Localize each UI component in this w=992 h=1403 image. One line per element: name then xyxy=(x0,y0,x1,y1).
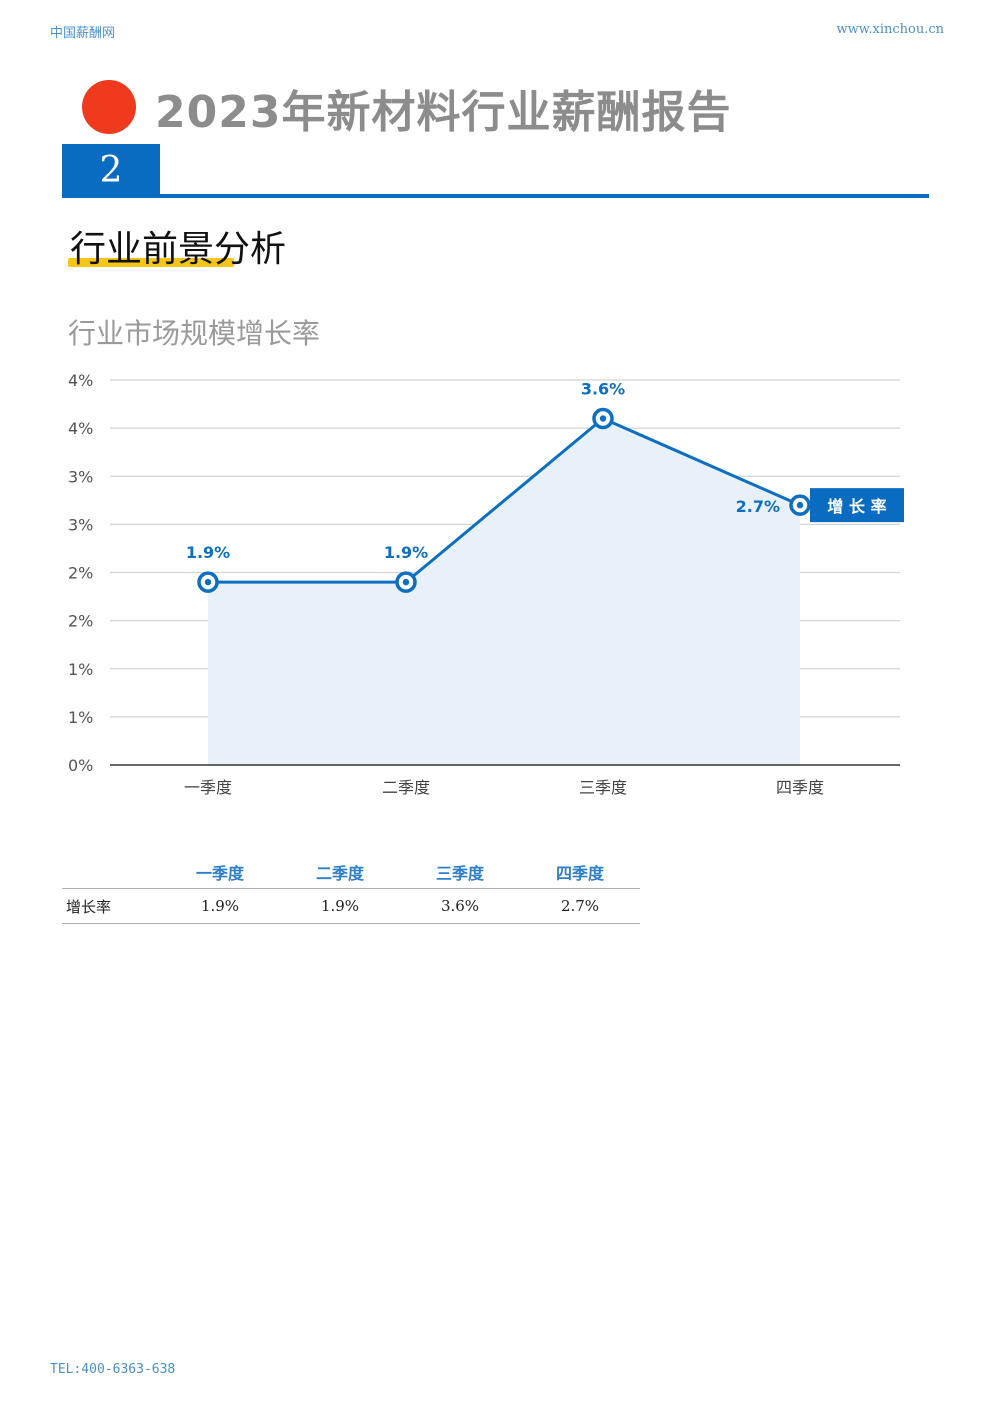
y-axis-ticks: 0% 1% 1% 2% 2% 3% 3% 4% 4% xyxy=(68,371,150,775)
data-point-center xyxy=(204,578,212,586)
chart-title: 行业市场规模增长率 xyxy=(68,317,321,350)
data-label: 1.9% xyxy=(384,543,428,562)
table-header-cell: 四季度 xyxy=(520,856,640,889)
report-title: 2023年新材料行业薪酬报告 xyxy=(155,87,732,138)
x-tick-label: 二季度 xyxy=(382,778,430,797)
data-label: 3.6% xyxy=(581,380,625,399)
site-url[interactable]: www.xinchou.cn xyxy=(836,22,944,37)
table-row: 增长率 1.9% 1.9% 3.6% 2.7% xyxy=(62,888,640,924)
x-tick-label: 三季度 xyxy=(579,778,627,797)
data-label: 1.9% xyxy=(186,543,230,562)
x-tick-label: 四季度 xyxy=(776,778,824,797)
section-number-box xyxy=(62,144,160,196)
table-header-row: 一季度 二季度 三季度 四季度 xyxy=(62,856,640,889)
growth-rate-line-chart: 0%1%1%2%2%3%3%4%4% 一季度 二季度 三季度 四季度 1.9% 1.9%… xyxy=(68,371,904,797)
section-rule xyxy=(62,194,929,198)
legend-label: 增 长 率 xyxy=(827,497,886,516)
section-number: 2 xyxy=(99,150,123,191)
data-table: 一季度 二季度 三季度 四季度 增长率 1.9% 1.9% 3.6% 2.7% xyxy=(62,856,640,924)
section-title: 行业前景分析 xyxy=(70,229,287,270)
table-cell: 1.9% xyxy=(160,888,280,924)
legend-box xyxy=(810,488,904,523)
title-dot xyxy=(82,80,136,134)
y-tick-label: 0% xyxy=(68,756,93,775)
y-tick-label: 2% xyxy=(68,612,93,631)
table-cell: 2.7% xyxy=(520,888,640,924)
footer-tel: TEL:400-6363-638 xyxy=(50,1362,176,1377)
data-point-center xyxy=(599,415,607,422)
table-row-label: 增长率 xyxy=(62,888,160,924)
series-area xyxy=(208,418,800,765)
table-header-cell: 二季度 xyxy=(280,856,400,889)
table-header-cell: 一季度 xyxy=(160,856,280,889)
x-axis-labels: 一季度 二季度 三季度 四季度 xyxy=(184,778,824,797)
section-title-underline xyxy=(68,258,234,267)
y-tick-label: 2% xyxy=(68,564,93,583)
site-name: 中国薪酬网 xyxy=(50,26,116,41)
series-points: 1.9% 1.9% 3.6% 2.7% xyxy=(186,380,811,593)
y-tick-label: 4% xyxy=(68,371,93,390)
table-header-cell xyxy=(62,856,160,889)
data-label: 2.7% xyxy=(736,497,780,516)
x-tick-label: 一季度 xyxy=(184,778,232,797)
y-tick-label: 1% xyxy=(68,708,93,727)
y-tick-label: 1% xyxy=(68,660,93,679)
data-point-center xyxy=(796,501,804,509)
legend: 增 长 率 xyxy=(810,488,904,523)
table-cell: 3.6% xyxy=(400,888,520,924)
y-tick-label: 3% xyxy=(68,515,93,534)
table-header-cell: 三季度 xyxy=(400,856,520,889)
table-cell: 1.9% xyxy=(280,888,400,924)
series-line xyxy=(208,416,801,584)
data-point-center xyxy=(402,578,410,586)
y-tick-label: 3% xyxy=(68,467,93,486)
y-tick-label: 4% xyxy=(68,419,93,438)
